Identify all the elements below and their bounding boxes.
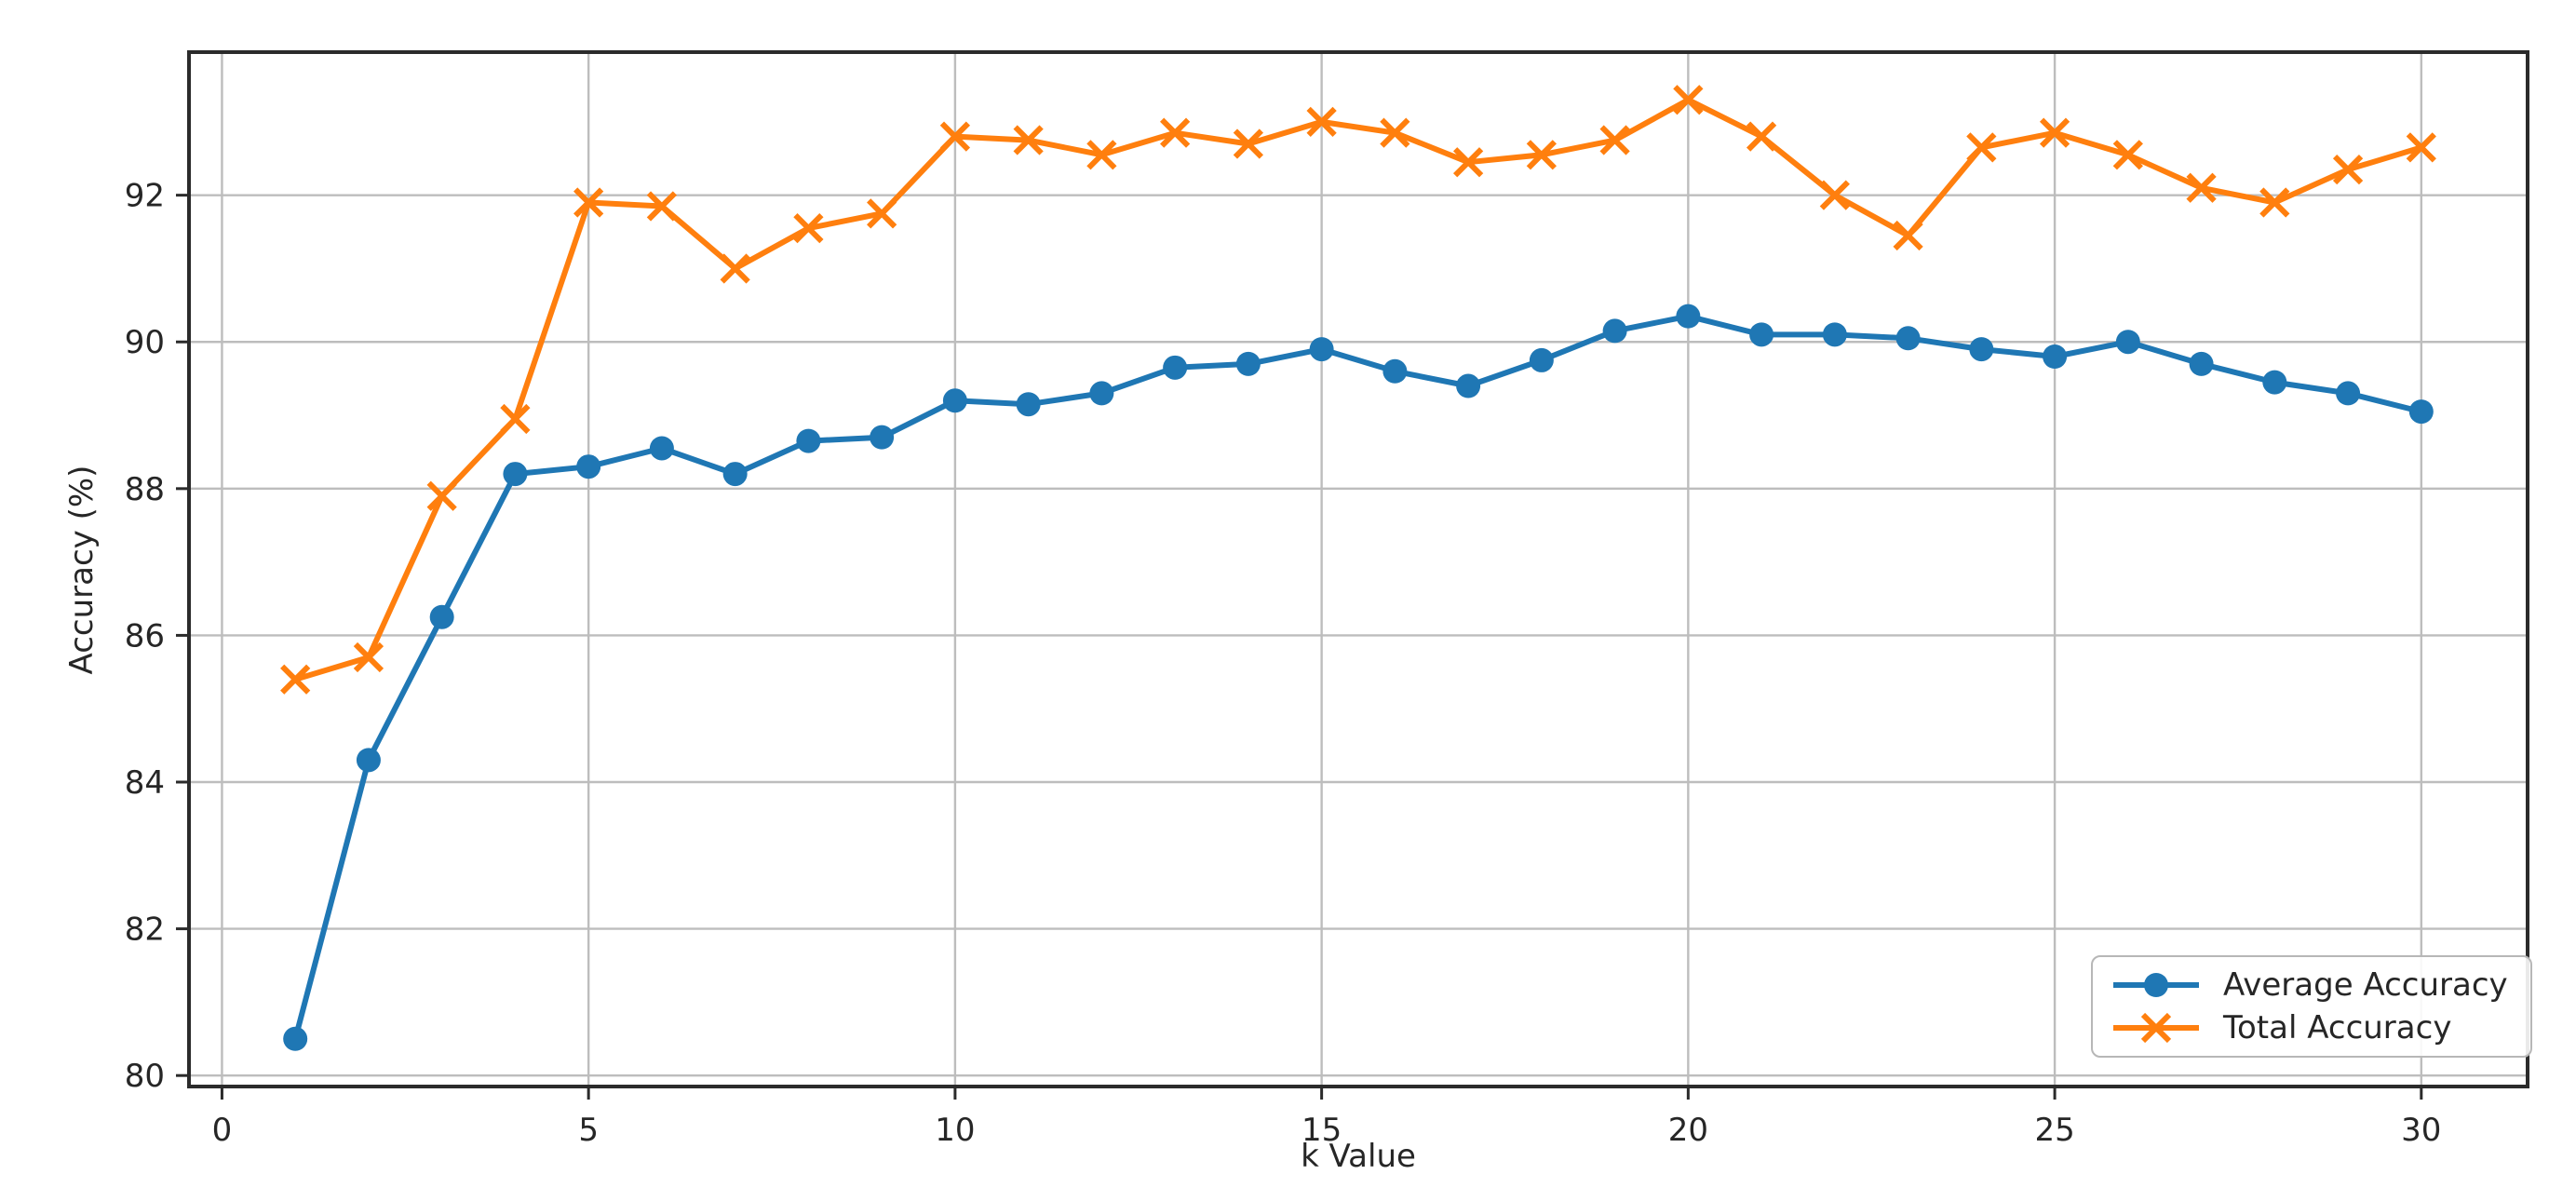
y-tick-label-88: 88	[125, 471, 165, 508]
x-tick-label-20: 20	[1668, 1112, 1708, 1149]
legend: Average Accuracy Total Accuracy	[2091, 955, 2532, 1058]
data-point-marker	[1969, 337, 1994, 362]
data-point-marker	[2043, 344, 2068, 369]
y-tick-label-84: 84	[125, 764, 165, 802]
data-point-marker	[426, 480, 457, 511]
data-point-marker	[1966, 132, 1997, 163]
data-point-marker	[1382, 358, 1408, 384]
data-point-marker	[1016, 392, 1041, 417]
series-average-accuracy	[283, 304, 2434, 1051]
data-point-marker	[2115, 330, 2140, 355]
series-line	[292, 313, 2422, 1040]
data-point-marker	[1676, 304, 1701, 329]
legend-label-average-accuracy: Average Accuracy	[2223, 966, 2508, 1004]
legend-item-total-accuracy: Total Accuracy	[2110, 1009, 2508, 1046]
ticks: 0 5 10 15 20 25 30 80 82 84 86 88 90 92	[125, 178, 2442, 1149]
data-point-marker	[2262, 370, 2287, 395]
plot-frame	[187, 50, 2529, 1088]
data-point-marker	[870, 425, 895, 450]
data-point-marker	[867, 198, 897, 229]
data-point-marker	[2336, 381, 2361, 406]
data-point-marker	[2408, 399, 2434, 425]
x-tick-label-0: 0	[212, 1112, 233, 1149]
data-point-marker	[280, 664, 311, 695]
x-tick-label-15: 15	[1301, 1112, 1342, 1149]
data-point-marker	[573, 187, 604, 218]
data-point-marker	[720, 253, 750, 284]
data-point-marker	[1819, 180, 1850, 210]
legend-label-total-accuracy: Total Accuracy	[2223, 1009, 2452, 1046]
y-tick-label-92: 92	[125, 178, 165, 215]
data-point-marker	[2186, 172, 2217, 203]
x-tick-label-5: 5	[578, 1112, 599, 1149]
data-point-marker	[1599, 125, 1630, 155]
data-point-marker	[1673, 85, 1704, 115]
data-point-marker	[1529, 347, 1554, 372]
y-tick-label-82: 82	[125, 911, 165, 949]
data-point-marker	[500, 403, 531, 435]
y-tick-label-90: 90	[125, 324, 165, 361]
data-point-marker	[2332, 154, 2364, 185]
series-line	[294, 97, 2422, 682]
data-point-marker	[1822, 322, 1847, 347]
x-tick-label-30: 30	[2401, 1112, 2441, 1149]
data-point-marker	[353, 641, 384, 673]
data-point-marker	[1309, 337, 1334, 362]
legend-item-average-accuracy: Average Accuracy	[2110, 966, 2508, 1004]
data-point-marker	[1380, 117, 1410, 148]
x-tick-label-25: 25	[2034, 1112, 2074, 1149]
data-point-marker	[283, 1026, 308, 1051]
data-point-marker	[1160, 117, 1191, 148]
data-point-marker	[1526, 140, 1557, 170]
data-point-marker	[2259, 187, 2290, 218]
data-point-marker	[1456, 373, 1481, 398]
data-point-marker	[649, 436, 674, 461]
gridlines	[189, 52, 2528, 1087]
data-point-marker	[1893, 220, 1923, 251]
data-point-marker	[939, 121, 971, 152]
data-point-marker	[1233, 128, 1264, 159]
data-point-marker	[503, 462, 528, 487]
y-axis-label: Accuracy (%)	[63, 465, 101, 675]
data-point-marker	[1163, 355, 1188, 380]
data-point-marker	[429, 604, 454, 629]
data-point-marker	[1452, 147, 1484, 178]
data-point-marker	[1895, 326, 1921, 351]
data-point-marker	[2039, 117, 2070, 148]
data-point-marker	[1306, 106, 1337, 137]
data-point-marker	[1746, 121, 1777, 152]
total-accuracy-line-swatch	[2113, 1012, 2199, 1044]
data-point-marker	[1749, 322, 1774, 347]
data-point-marker	[1235, 351, 1261, 376]
series-total-accuracy	[280, 85, 2436, 695]
data-point-marker	[942, 388, 967, 413]
x-axis-label: k Value	[1301, 1138, 1416, 1175]
data-point-marker	[2189, 351, 2214, 376]
data-point-marker	[576, 454, 601, 479]
data-point-marker	[722, 462, 748, 487]
data-point-marker	[356, 748, 381, 773]
x-tick-label-10: 10	[935, 1112, 975, 1149]
data-point-marker	[2112, 140, 2143, 170]
data-point-marker	[1013, 125, 1044, 155]
data-point-marker	[793, 212, 824, 244]
data-point-marker	[1602, 318, 1627, 344]
average-accuracy-line-swatch	[2113, 973, 2199, 997]
data-point-marker	[2406, 132, 2436, 163]
data-point-marker	[1089, 381, 1114, 406]
y-tick-label-86: 86	[125, 617, 165, 655]
data-point-marker	[646, 191, 678, 222]
data-point-marker	[1086, 140, 1117, 170]
data-point-marker	[796, 428, 821, 453]
y-tick-label-80: 80	[125, 1058, 165, 1095]
